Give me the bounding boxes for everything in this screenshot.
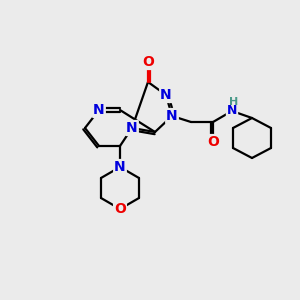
Text: N: N: [114, 160, 126, 174]
Text: N: N: [160, 88, 172, 102]
Text: O: O: [207, 135, 219, 149]
Text: N: N: [126, 121, 138, 135]
Text: N: N: [227, 104, 237, 118]
Text: N: N: [166, 109, 178, 123]
Text: O: O: [114, 202, 126, 216]
Text: O: O: [142, 55, 154, 69]
Text: H: H: [230, 97, 238, 107]
Text: N: N: [93, 103, 105, 117]
